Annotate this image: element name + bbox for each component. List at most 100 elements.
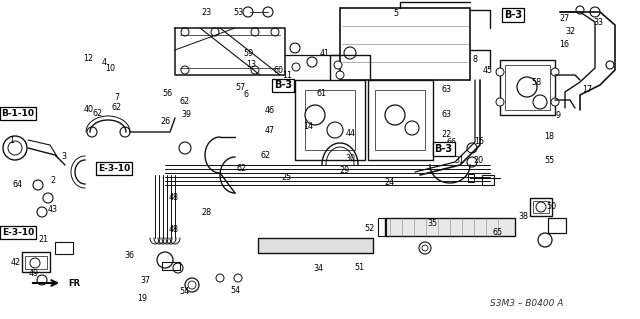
Text: 59: 59 bbox=[243, 49, 253, 58]
Text: 45: 45 bbox=[483, 66, 493, 75]
Text: 46: 46 bbox=[265, 106, 275, 115]
Text: 28: 28 bbox=[201, 208, 211, 217]
Text: 1: 1 bbox=[9, 136, 14, 145]
Circle shape bbox=[37, 207, 47, 217]
Text: 22: 22 bbox=[442, 130, 452, 139]
Text: 19: 19 bbox=[137, 294, 147, 303]
Circle shape bbox=[43, 193, 53, 203]
Text: 4: 4 bbox=[101, 58, 106, 67]
Text: 39: 39 bbox=[182, 110, 192, 119]
Circle shape bbox=[496, 98, 504, 106]
Text: 32: 32 bbox=[566, 27, 576, 36]
Circle shape bbox=[590, 7, 600, 17]
Text: 62: 62 bbox=[111, 103, 122, 112]
Text: B-3: B-3 bbox=[435, 144, 452, 154]
Text: 3: 3 bbox=[61, 152, 67, 161]
Circle shape bbox=[533, 95, 547, 109]
Text: 9: 9 bbox=[556, 111, 561, 120]
Circle shape bbox=[327, 122, 343, 138]
Circle shape bbox=[405, 121, 419, 135]
Text: 13: 13 bbox=[246, 60, 256, 69]
Circle shape bbox=[211, 28, 219, 36]
Circle shape bbox=[551, 68, 559, 76]
Text: 44: 44 bbox=[346, 129, 356, 138]
Circle shape bbox=[185, 278, 199, 292]
Circle shape bbox=[234, 274, 242, 282]
Text: 49: 49 bbox=[28, 269, 38, 278]
Circle shape bbox=[3, 136, 27, 160]
Text: S3M3 – B0400 A: S3M3 – B0400 A bbox=[490, 299, 563, 308]
Text: 38: 38 bbox=[518, 212, 529, 221]
Bar bbox=[375, 90, 425, 150]
Circle shape bbox=[336, 71, 344, 79]
Bar bbox=[530, 198, 552, 216]
Text: 18: 18 bbox=[544, 132, 554, 141]
Text: 54: 54 bbox=[230, 286, 241, 295]
Text: 53: 53 bbox=[233, 8, 243, 17]
Circle shape bbox=[271, 28, 279, 36]
Circle shape bbox=[536, 202, 546, 212]
Text: 62: 62 bbox=[92, 109, 102, 118]
Text: 61: 61 bbox=[316, 89, 326, 98]
Text: 6: 6 bbox=[244, 90, 249, 99]
Circle shape bbox=[243, 7, 253, 17]
Text: 52: 52 bbox=[365, 224, 375, 233]
Text: 50: 50 bbox=[547, 202, 557, 211]
Circle shape bbox=[188, 281, 196, 289]
Circle shape bbox=[419, 242, 431, 254]
Text: 65: 65 bbox=[493, 228, 503, 237]
Text: 57: 57 bbox=[235, 83, 245, 92]
Text: 21: 21 bbox=[38, 235, 49, 244]
Circle shape bbox=[181, 66, 189, 74]
Circle shape bbox=[157, 252, 173, 268]
Bar bbox=[500, 60, 555, 115]
Circle shape bbox=[496, 68, 504, 76]
Text: 48: 48 bbox=[169, 225, 179, 234]
Circle shape bbox=[606, 61, 614, 69]
Text: 55: 55 bbox=[544, 156, 554, 165]
Circle shape bbox=[251, 28, 259, 36]
Bar bbox=[468, 174, 474, 182]
Text: 62: 62 bbox=[179, 97, 189, 106]
Text: 29: 29 bbox=[339, 166, 349, 175]
Text: 7: 7 bbox=[114, 93, 119, 102]
Text: 23: 23 bbox=[201, 8, 211, 17]
Bar bbox=[25, 256, 47, 269]
Text: 26: 26 bbox=[160, 117, 170, 126]
Text: 20: 20 bbox=[474, 156, 484, 165]
Text: 58: 58 bbox=[531, 78, 541, 87]
Text: 37: 37 bbox=[141, 276, 151, 285]
Circle shape bbox=[251, 66, 259, 74]
Circle shape bbox=[87, 127, 97, 137]
Text: 15: 15 bbox=[474, 137, 484, 146]
Circle shape bbox=[385, 105, 405, 125]
Circle shape bbox=[181, 28, 189, 36]
Text: 5: 5 bbox=[393, 9, 398, 18]
Circle shape bbox=[576, 6, 584, 14]
Text: 27: 27 bbox=[559, 14, 570, 23]
Bar bbox=[295, 80, 365, 160]
Text: 12: 12 bbox=[83, 54, 93, 63]
Text: 11: 11 bbox=[282, 71, 292, 80]
Bar bbox=[305, 90, 355, 150]
Text: B-3: B-3 bbox=[274, 80, 292, 91]
Text: E-3-10: E-3-10 bbox=[98, 164, 130, 173]
Circle shape bbox=[307, 57, 317, 67]
Circle shape bbox=[290, 43, 300, 53]
Text: 62: 62 bbox=[237, 164, 247, 173]
Bar bbox=[505, 65, 550, 110]
Circle shape bbox=[467, 143, 477, 153]
Circle shape bbox=[179, 142, 191, 154]
Circle shape bbox=[538, 233, 552, 247]
Text: 41: 41 bbox=[320, 49, 330, 58]
Bar bbox=[482, 175, 494, 185]
Text: 60: 60 bbox=[273, 66, 284, 75]
Text: B-3: B-3 bbox=[504, 10, 522, 20]
Bar bbox=[533, 201, 549, 213]
Text: 47: 47 bbox=[265, 126, 275, 135]
Bar bbox=[378, 218, 386, 236]
Text: 62: 62 bbox=[260, 151, 271, 160]
Text: 48: 48 bbox=[169, 193, 179, 202]
Text: 24: 24 bbox=[384, 178, 394, 187]
Text: 2: 2 bbox=[50, 176, 55, 185]
